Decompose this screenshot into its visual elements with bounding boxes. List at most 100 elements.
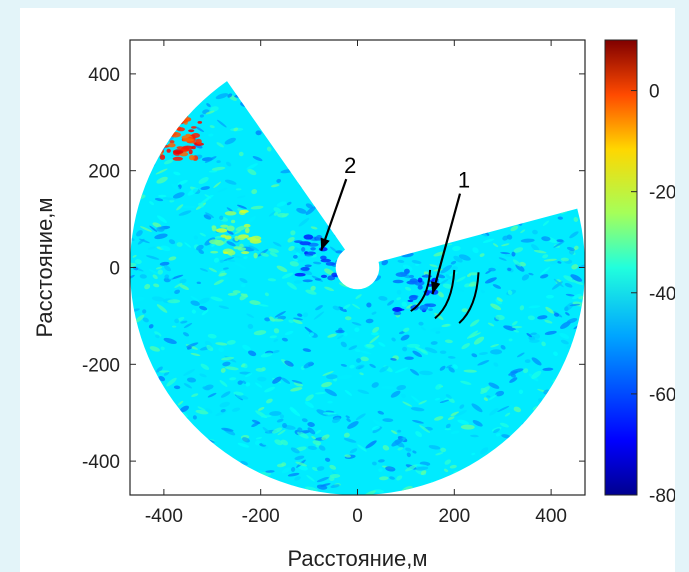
speckle: [171, 183, 180, 191]
feature-speckle: [154, 135, 164, 141]
speckle: [560, 451, 571, 456]
speckle: [168, 424, 175, 431]
speckle: [183, 322, 193, 329]
speckle: [245, 372, 253, 378]
speckle: [326, 100, 336, 105]
speckle: [443, 153, 455, 160]
speckle: [400, 334, 410, 341]
speckle: [321, 381, 333, 388]
speckle: [351, 321, 362, 326]
speckle: [433, 106, 444, 111]
speckle: [424, 347, 438, 354]
speckle: [415, 466, 429, 471]
speckle: [422, 61, 431, 69]
speckle: [221, 356, 235, 361]
speckle: [440, 264, 453, 274]
speckle: [546, 407, 553, 412]
speckle: [312, 440, 322, 446]
speckle: [275, 100, 285, 106]
speckle: [213, 476, 224, 482]
speckle: [234, 229, 242, 235]
speckle: [504, 486, 518, 490]
speckle: [412, 419, 424, 424]
speckle: [460, 424, 475, 430]
speckle: [445, 274, 452, 280]
speckle: [441, 323, 451, 328]
speckle: [305, 154, 310, 157]
speckle: [514, 134, 528, 141]
speckle: [268, 248, 279, 253]
speckle: [240, 477, 254, 483]
speckle: [518, 389, 524, 394]
speckle: [403, 41, 409, 44]
speckle: [234, 473, 240, 478]
speckle: [262, 427, 270, 433]
speckle: [276, 178, 282, 183]
speckle: [166, 465, 177, 473]
speckle: [420, 326, 426, 331]
feature-speckle: [169, 131, 181, 138]
speckle: [544, 319, 553, 324]
annotation-label: 1: [458, 168, 470, 193]
speckle: [506, 217, 512, 222]
speckle: [472, 247, 479, 254]
speckle: [329, 246, 338, 253]
speckle: [182, 332, 190, 337]
speckle: [289, 128, 298, 133]
speckle: [196, 281, 201, 285]
speckle: [186, 72, 194, 79]
speckle: [269, 411, 282, 416]
speckle: [551, 130, 565, 135]
speckle: [172, 87, 182, 91]
speckle: [567, 483, 579, 490]
speckle: [404, 286, 412, 291]
speckle: [486, 395, 491, 398]
speckle: [219, 259, 225, 263]
speckle: [137, 180, 146, 184]
speckle: [302, 71, 308, 77]
speckle: [139, 54, 145, 60]
speckle: [302, 312, 309, 318]
speckle: [171, 325, 177, 328]
speckle: [172, 192, 185, 199]
speckle: [190, 295, 200, 303]
speckle: [347, 421, 359, 429]
speckle: [167, 299, 181, 304]
speckle: [402, 346, 408, 352]
speckle: [320, 199, 333, 202]
speckle: [281, 337, 288, 342]
speckle: [235, 188, 242, 191]
speckle: [502, 441, 514, 446]
speckle: [572, 115, 580, 122]
speckle: [500, 81, 515, 87]
speckle: [285, 101, 298, 105]
speckle: [501, 177, 510, 183]
speckle: [260, 415, 272, 418]
feature-speckle: [188, 149, 193, 155]
speckle: [152, 37, 162, 46]
speckle: [331, 170, 337, 175]
speckle: [193, 235, 199, 240]
speckle: [557, 430, 564, 435]
speckle: [451, 266, 458, 271]
feature-speckle: [338, 259, 343, 265]
speckle: [420, 470, 427, 475]
speckle: [199, 460, 206, 466]
speckle: [482, 232, 488, 238]
speckle: [340, 341, 347, 348]
target-arc: [458, 272, 480, 324]
y-axis-label: Расстояние,м: [32, 197, 57, 337]
speckle: [548, 53, 553, 58]
speckle: [435, 200, 448, 204]
speckle: [276, 265, 288, 273]
speckle: [273, 211, 279, 216]
speckle: [281, 377, 291, 384]
speckle: [494, 44, 508, 49]
speckle: [479, 123, 484, 129]
speckle: [494, 161, 507, 171]
speckle: [396, 297, 402, 301]
speckle: [176, 457, 185, 465]
speckle: [525, 113, 539, 118]
speckle: [566, 318, 578, 324]
speckle: [147, 246, 156, 250]
